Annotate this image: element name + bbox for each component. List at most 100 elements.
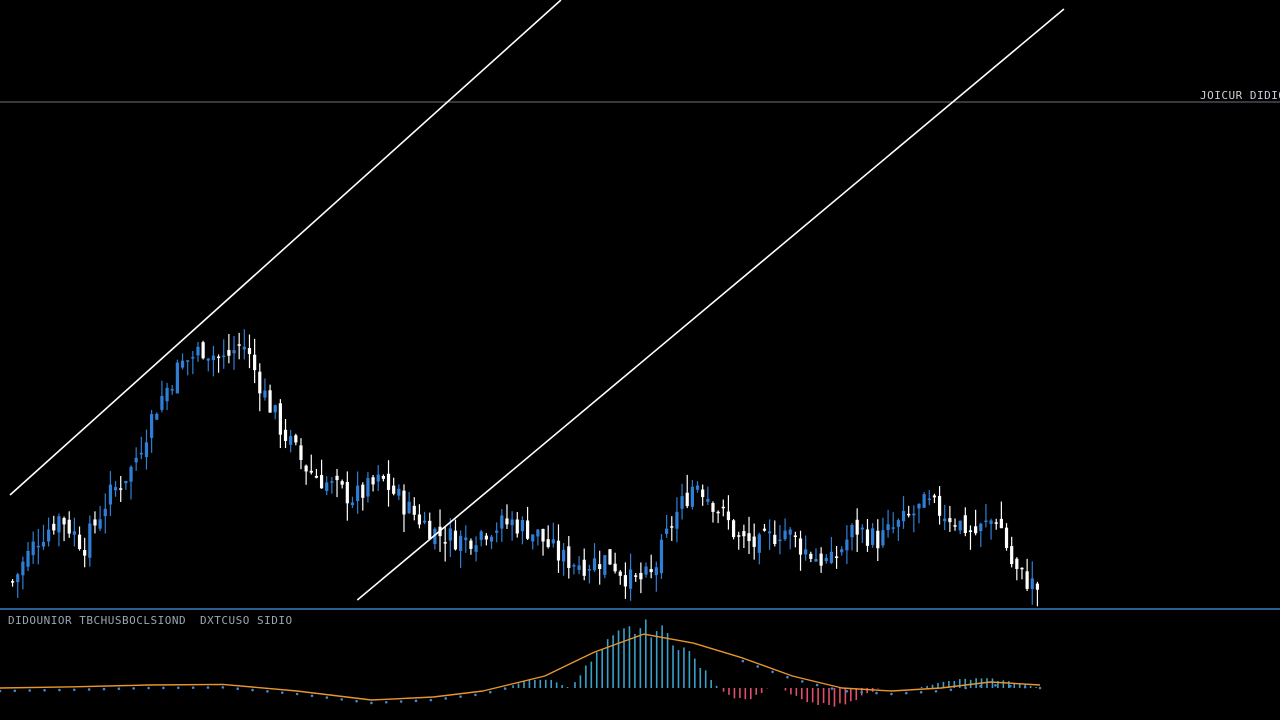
indicator-dot bbox=[949, 688, 953, 692]
candle-body bbox=[464, 537, 468, 541]
candle-body bbox=[937, 495, 942, 516]
candle bbox=[623, 562, 628, 599]
candle bbox=[634, 573, 638, 582]
candle-body bbox=[742, 531, 746, 537]
candle bbox=[793, 531, 797, 548]
candle bbox=[170, 384, 174, 395]
candle bbox=[556, 524, 561, 573]
indicator-dot bbox=[280, 691, 284, 694]
candle bbox=[113, 481, 118, 497]
candle bbox=[216, 354, 221, 373]
indicator-dot bbox=[414, 699, 418, 703]
candle bbox=[881, 517, 885, 548]
candle-body bbox=[587, 569, 591, 571]
indicator-dot bbox=[206, 686, 210, 689]
candle-body bbox=[541, 528, 545, 542]
candle-body bbox=[695, 485, 700, 490]
candle bbox=[726, 495, 731, 530]
candle bbox=[479, 529, 483, 547]
indicator-dot bbox=[0, 689, 2, 693]
candle bbox=[376, 465, 380, 491]
candle bbox=[495, 522, 499, 543]
horizontal-line-price-label: JOICUR DIDIO bbox=[1200, 89, 1280, 102]
candle bbox=[412, 497, 416, 521]
candle-body bbox=[314, 475, 319, 478]
indicator-dot bbox=[741, 659, 745, 663]
candle-body bbox=[253, 354, 257, 371]
candle-body bbox=[356, 485, 360, 502]
candle-body bbox=[968, 530, 973, 533]
indicator-dot bbox=[979, 684, 982, 688]
candle-body bbox=[536, 529, 540, 537]
candle bbox=[572, 563, 576, 575]
candle-body bbox=[428, 520, 432, 540]
candle bbox=[268, 384, 272, 413]
candle-body bbox=[381, 476, 385, 479]
candle-body bbox=[665, 528, 669, 534]
candle-body bbox=[896, 520, 900, 527]
candle bbox=[994, 518, 998, 530]
indicator-dot bbox=[786, 675, 789, 679]
candle-body bbox=[222, 355, 226, 358]
candle bbox=[783, 518, 787, 541]
candle-body bbox=[515, 519, 519, 534]
candle-body bbox=[139, 452, 143, 455]
indicator-pane bbox=[0, 619, 1042, 707]
candle-body bbox=[994, 522, 998, 524]
candle bbox=[98, 505, 102, 532]
candle-body bbox=[67, 519, 71, 534]
candle bbox=[773, 520, 777, 547]
candle bbox=[88, 515, 92, 567]
indicator-dot bbox=[72, 688, 76, 692]
candle bbox=[639, 562, 643, 594]
candle-body bbox=[505, 518, 509, 525]
candle bbox=[428, 512, 432, 540]
candle-body bbox=[798, 538, 803, 555]
candle bbox=[155, 412, 159, 421]
candle-body bbox=[814, 558, 818, 562]
candle bbox=[1025, 558, 1029, 592]
candle bbox=[937, 486, 942, 525]
candle bbox=[417, 504, 422, 529]
candle bbox=[757, 532, 761, 565]
candle bbox=[917, 503, 921, 524]
indicator-dot bbox=[251, 688, 254, 692]
candle-body bbox=[340, 481, 344, 485]
candle bbox=[927, 490, 931, 506]
candle bbox=[829, 536, 834, 565]
candle-body bbox=[443, 542, 447, 544]
candle bbox=[407, 491, 411, 515]
candle-body bbox=[170, 389, 174, 391]
candle-body bbox=[160, 395, 164, 410]
indicator-dot bbox=[384, 700, 388, 704]
candle bbox=[124, 480, 128, 490]
candle bbox=[175, 359, 179, 394]
candle-body bbox=[186, 360, 190, 362]
indicator-dot bbox=[919, 690, 923, 694]
indicator-dot bbox=[1038, 686, 1042, 690]
candle-body bbox=[865, 529, 870, 546]
candle-body bbox=[88, 523, 92, 558]
candle-body bbox=[948, 518, 952, 523]
candle bbox=[788, 527, 792, 550]
candle bbox=[160, 380, 164, 413]
indicator-dot bbox=[399, 700, 403, 703]
candle bbox=[139, 436, 143, 460]
candle bbox=[592, 543, 597, 572]
indicator-dot bbox=[87, 688, 91, 691]
candle-body bbox=[273, 405, 277, 413]
candle bbox=[10, 579, 15, 587]
candle bbox=[397, 484, 401, 501]
indicator-dot bbox=[1023, 685, 1027, 689]
candle-body bbox=[258, 371, 262, 394]
candle bbox=[453, 519, 458, 551]
candle bbox=[422, 511, 427, 525]
candle bbox=[294, 433, 298, 446]
candle bbox=[314, 468, 319, 479]
indicator-dot bbox=[43, 688, 46, 692]
candle-body bbox=[690, 486, 694, 507]
trendlines-group[interactable] bbox=[9, 0, 1065, 601]
indicator-dot bbox=[340, 698, 344, 701]
candle bbox=[350, 496, 355, 508]
